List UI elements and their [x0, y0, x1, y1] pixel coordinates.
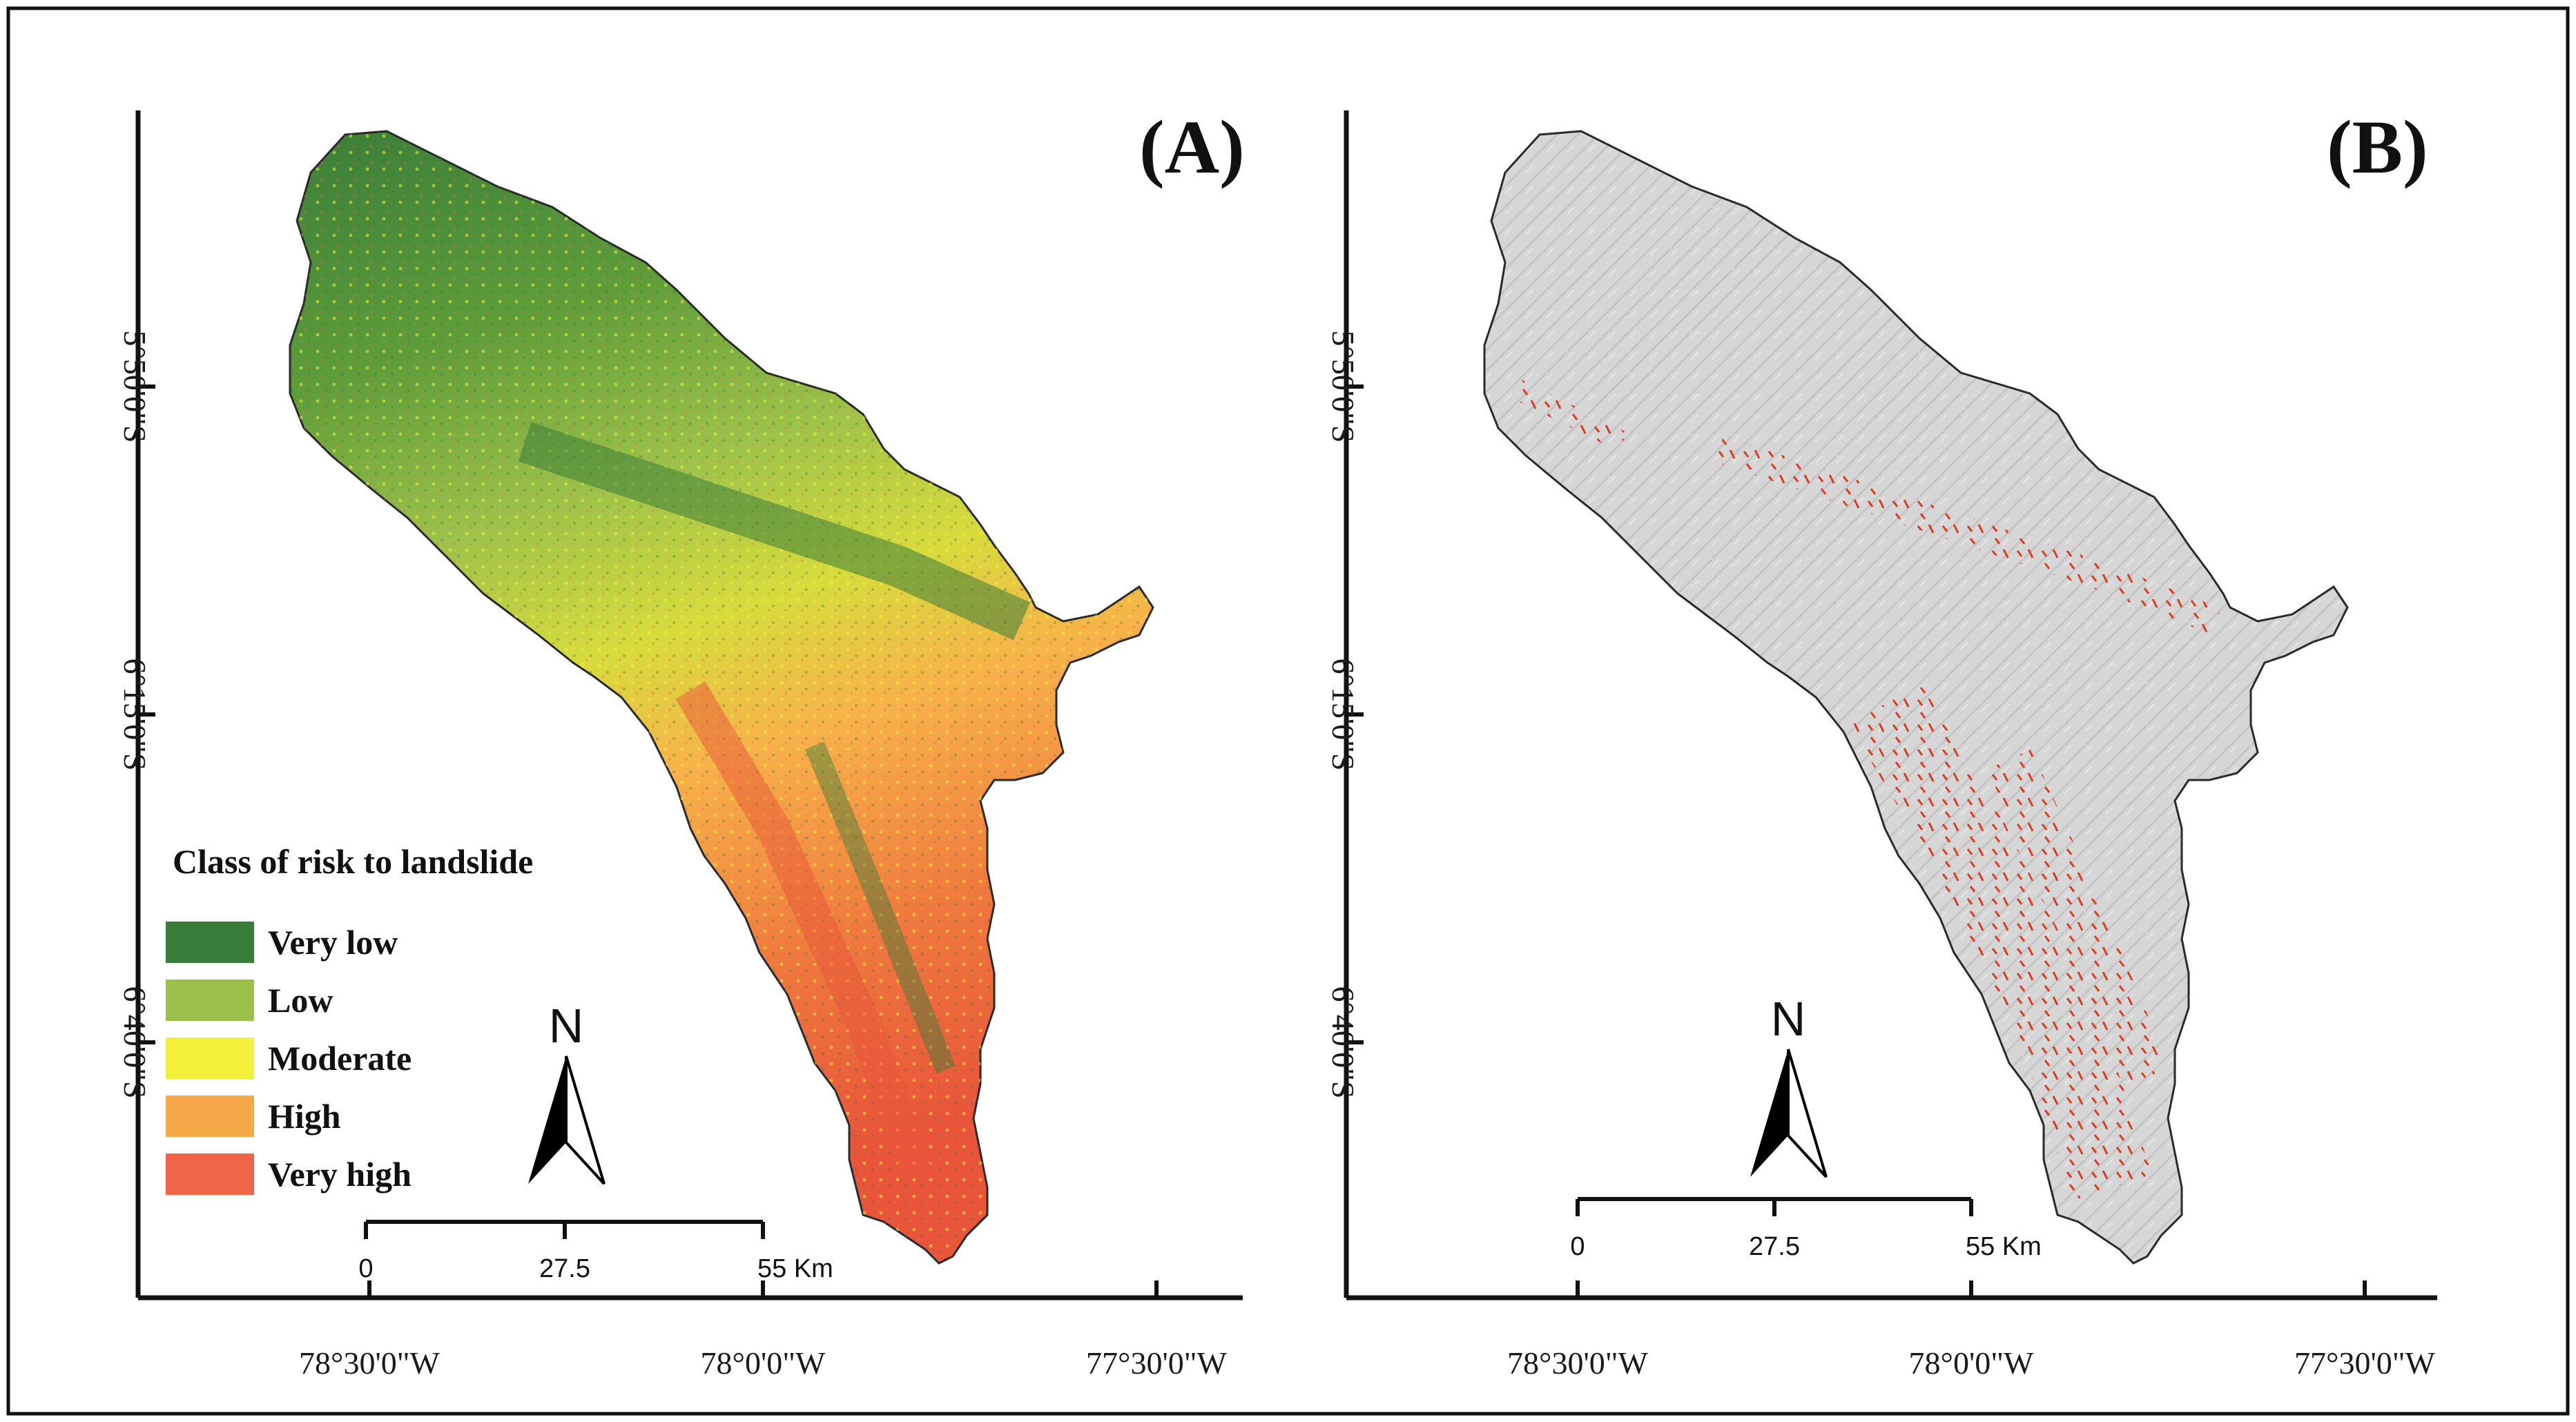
- legend-label: High: [268, 1097, 341, 1136]
- north-label: N: [549, 999, 584, 1053]
- lat-tick-label: 6°15'0"S: [117, 658, 153, 770]
- scale-label: 27.5: [539, 1254, 590, 1283]
- lon-tick-label: 78°0'0"W: [701, 1345, 826, 1381]
- lat-tick-label: 6°15'0"S: [1326, 658, 1361, 770]
- lat-tick-label: 6°40'0"S: [1326, 986, 1361, 1098]
- lat-tick-label: 5°50'0"S: [117, 330, 153, 442]
- lon-tick-label: 77°30'0"W: [2294, 1345, 2435, 1381]
- scale-label: 27.5: [1749, 1232, 1800, 1261]
- panel-a: 5°50'0"S 6°15'0"S 6°40'0"S 78°30'0"W 78°…: [117, 105, 1245, 1381]
- scale-label: 55 Km: [1966, 1232, 2042, 1261]
- lon-tick-label: 78°30'0"W: [1507, 1345, 1648, 1381]
- legend: Class of risk to landslide Very low Low …: [166, 842, 533, 1195]
- legend-item: High: [166, 1095, 341, 1137]
- legend-swatch-low: [166, 980, 254, 1021]
- scale-bar: 0 27.5 55 Km: [1570, 1197, 2042, 1261]
- scale-label: 0: [1570, 1232, 1585, 1261]
- scale-bar: 0 27.5 55 Km: [358, 1220, 833, 1283]
- lat-tick-label: 5°50'0"S: [1326, 330, 1361, 442]
- lon-tick-label: 78°0'0"W: [1909, 1345, 2034, 1381]
- panel-b: 5°50'0"S 6°15'0"S 6°40'0"S 78°30'0"W 78°…: [1326, 105, 2437, 1381]
- lon-tick-label: 78°30'0"W: [299, 1345, 440, 1381]
- scale-label: 0: [358, 1254, 373, 1283]
- legend-label: Very high: [268, 1155, 411, 1194]
- legend-label: Low: [268, 981, 333, 1020]
- panel-label: (A): [1139, 105, 1245, 189]
- legend-label: Very low: [268, 923, 398, 962]
- lon-tick-label: 77°30'0"W: [1086, 1345, 1227, 1381]
- north-arrow-icon: N: [1750, 992, 1828, 1178]
- legend-item: Low: [166, 980, 333, 1021]
- legend-swatch-very-high: [166, 1153, 254, 1195]
- legend-item: Moderate: [166, 1038, 411, 1079]
- legend-label: Moderate: [268, 1039, 411, 1078]
- panel-label: (B): [2327, 105, 2428, 189]
- landslide-inventory-basin: [1483, 130, 2349, 1265]
- scale-label: 55 Km: [757, 1254, 833, 1283]
- north-arrow-icon: N: [528, 999, 606, 1185]
- legend-item: Very high: [166, 1153, 411, 1195]
- legend-title: Class of risk to landslide: [173, 842, 533, 881]
- legend-swatch-high: [166, 1095, 254, 1137]
- legend-swatch-very-low: [166, 922, 254, 963]
- figure-frame: [6, 6, 2570, 1416]
- legend-item: Very low: [166, 922, 398, 963]
- legend-swatch-moderate: [166, 1038, 254, 1079]
- north-label: N: [1771, 992, 1806, 1046]
- risk-map-basin: [289, 130, 1154, 1265]
- lat-tick-label: 6°40'0"S: [117, 986, 153, 1098]
